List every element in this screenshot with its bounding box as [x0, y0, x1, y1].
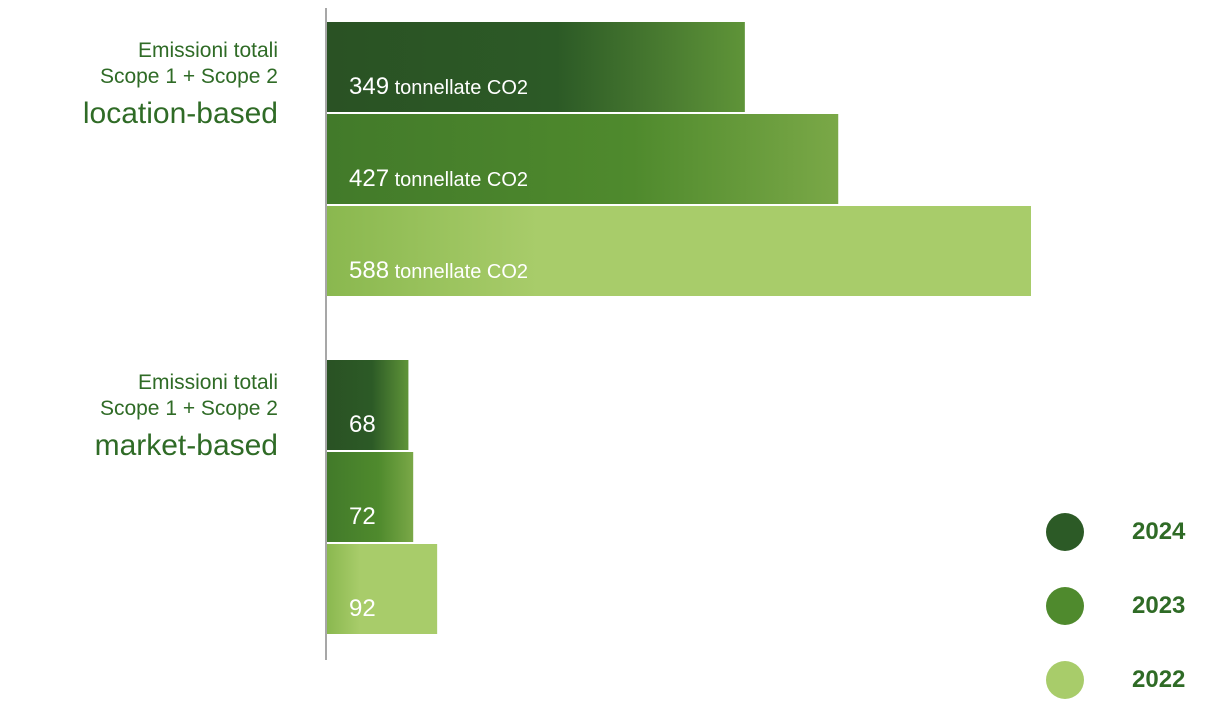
bar-market-based-2024	[327, 360, 409, 450]
legend-label: 2024	[1132, 518, 1186, 545]
legend-label: 2023	[1132, 592, 1186, 619]
legend-label: 2022	[1132, 666, 1186, 693]
bar-value-label: 427 tonnellate CO2	[349, 165, 528, 192]
group-label-line2: Scope 1 + Scope 2	[99, 65, 278, 89]
bar-value-label: 92	[349, 595, 376, 622]
bar-value-unit: tonnellate CO2	[389, 169, 528, 191]
bar-value-number: 72	[349, 503, 376, 530]
bar-location-based-2023	[327, 114, 839, 204]
bar-value-label: 349 tonnellate CO2	[349, 73, 528, 100]
legend: 2024 2023 2022	[1040, 506, 1208, 728]
legend-dot-icon	[1046, 513, 1084, 551]
bar-value-number: 68	[349, 411, 376, 438]
group-label-line1: Emissioni totali	[137, 371, 278, 394]
group-label-line1: Emissioni totali	[137, 39, 278, 62]
bar-market-based-2023	[327, 452, 414, 542]
legend-dot-icon	[1046, 587, 1084, 625]
legend-item-2024: 2024	[1040, 506, 1208, 580]
group-label-line2: Scope 1 + Scope 2	[99, 397, 278, 421]
bar-value-unit: tonnellate CO2	[389, 261, 528, 283]
group-label-line3: market-based	[94, 428, 278, 462]
bar-location-based-2024	[327, 22, 745, 112]
bar-value-number: 588	[349, 257, 389, 284]
bar-market-based-2022	[327, 544, 438, 634]
legend-item-2022: 2022	[1040, 654, 1208, 728]
legend-item-2023: 2023	[1040, 580, 1208, 654]
group-label-line3: location-based	[82, 96, 278, 130]
bar-value-number: 349	[349, 73, 389, 100]
bar-location-based-2022	[327, 206, 1031, 296]
group-label-location-based: Emissioni totali Scope 1 + Scope 2 locat…	[0, 38, 278, 132]
group-label-market-based: Emissioni totali Scope 1 + Scope 2 marke…	[0, 370, 278, 464]
bar-value-label: 588 tonnellate CO2	[349, 257, 528, 284]
bar-value-label: 68	[349, 411, 376, 438]
bar-value-number: 92	[349, 595, 376, 622]
bar-value-unit: tonnellate CO2	[389, 77, 528, 99]
legend-dot-icon	[1046, 661, 1084, 699]
bar-value-label: 72	[349, 503, 376, 530]
bar-value-number: 427	[349, 165, 389, 192]
